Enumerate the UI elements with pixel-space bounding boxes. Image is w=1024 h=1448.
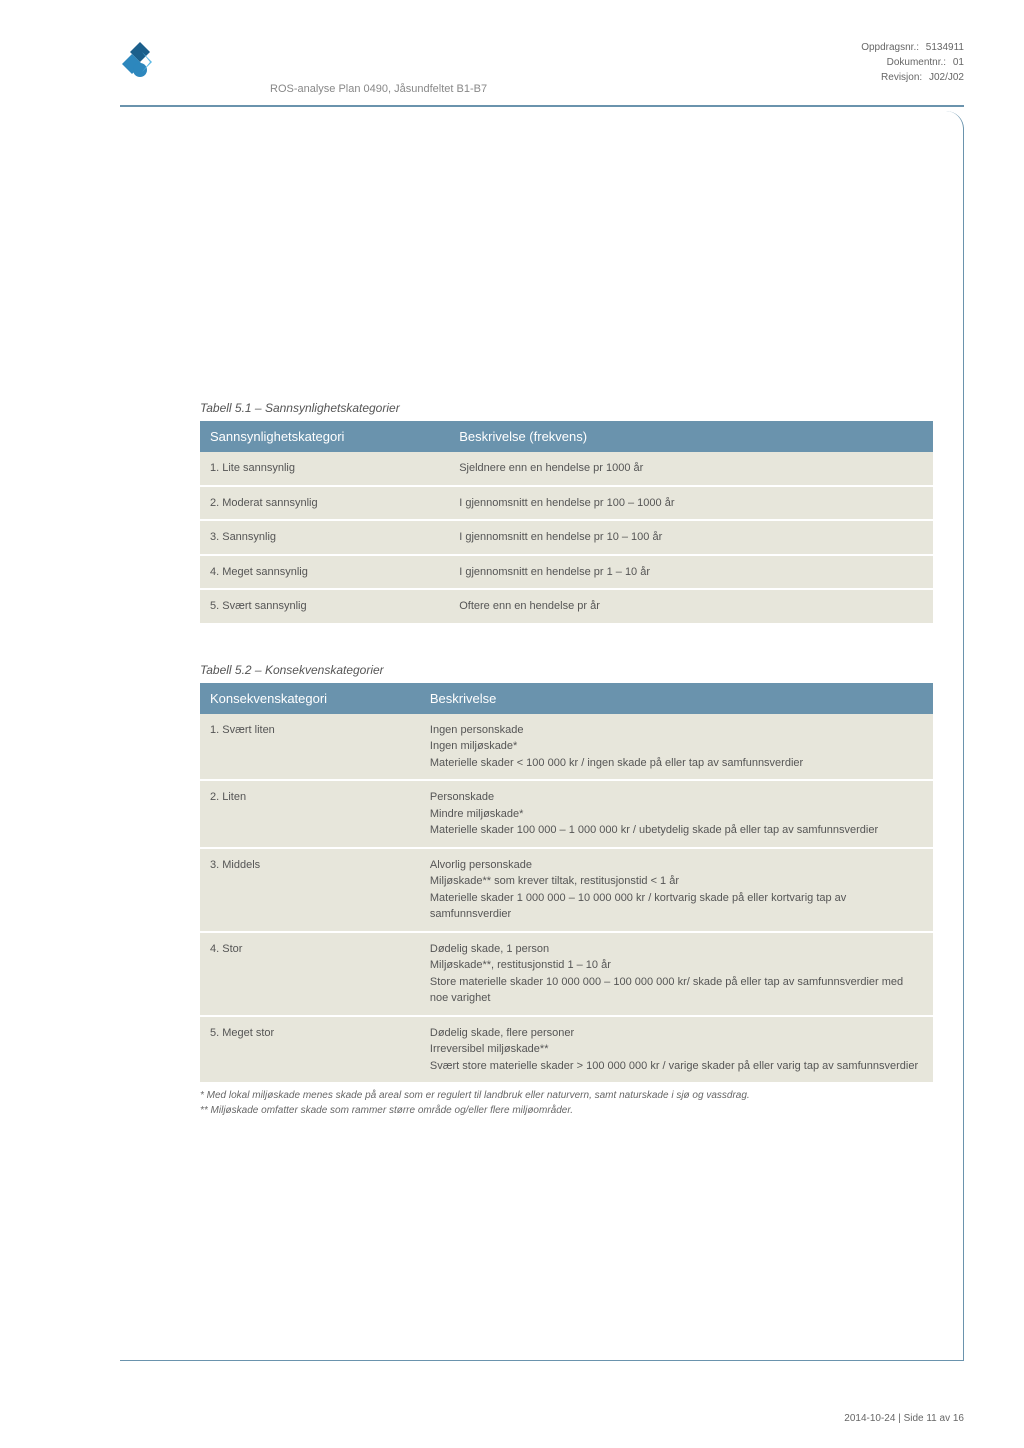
dokumentnr-label: Dokumentnr.: — [887, 57, 946, 68]
dokumentnr-value: 01 — [953, 57, 964, 68]
table-row: 2. LitenPersonskadeMindre miljøskade*Mat… — [200, 780, 933, 848]
footnote-1: * Med lokal miljøskade menes skade på ar… — [200, 1088, 933, 1103]
header-meta: Oppdragsnr.: 5134911 Dokumentnr.: 01 Rev… — [861, 40, 964, 85]
table-cell: Ingen personskadeIngen miljøskade*Materi… — [420, 714, 933, 781]
table-row: 3. SannsynligI gjennomsnitt en hendelse … — [200, 520, 933, 555]
table-row: 5. Svært sannsynligOftere enn en hendels… — [200, 589, 933, 623]
table-cell: PersonskadeMindre miljøskade*Materielle … — [420, 780, 933, 848]
footnote-2: ** Miljøskade omfatter skade som rammer … — [200, 1103, 933, 1118]
table-cell: 5. Meget stor — [200, 1016, 420, 1083]
table-cell: 3. Middels — [200, 848, 420, 932]
table1-header-1: Beskrivelse (frekvens) — [449, 421, 933, 452]
table-row: 5. Meget storDødelig skade, flere person… — [200, 1016, 933, 1083]
table-cell: 2. Moderat sannsynlig — [200, 486, 449, 521]
oppdragsnr-value: 5134911 — [926, 42, 964, 53]
table-cell: 1. Svært liten — [200, 714, 420, 781]
document-subtitle: ROS-analyse Plan 0490, Jåsundfeltet B1-B… — [270, 83, 964, 95]
table-cell: I gjennomsnitt en hendelse pr 100 – 1000… — [449, 486, 933, 521]
table-cell: 3. Sannsynlig — [200, 520, 449, 555]
consequence-table: Konsekvenskategori Beskrivelse 1. Svært … — [200, 683, 933, 1083]
table2-title: Tabell 5.2 – Konsekvenskategorier — [200, 663, 933, 677]
document-page: Oppdragsnr.: 5134911 Dokumentnr.: 01 Rev… — [0, 0, 1024, 1448]
probability-table: Sannsynlighetskategori Beskrivelse (frek… — [200, 421, 933, 623]
table-cell: I gjennomsnitt en hendelse pr 1 – 10 år — [449, 555, 933, 590]
table-cell: Oftere enn en hendelse pr år — [449, 589, 933, 623]
table-cell: Alvorlig personskadeMiljøskade** som kre… — [420, 848, 933, 932]
table-row: 1. Svært litenIngen personskadeIngen mil… — [200, 714, 933, 781]
table-cell: 4. Stor — [200, 932, 420, 1016]
table-cell: 4. Meget sannsynlig — [200, 555, 449, 590]
table-cell: 5. Svært sannsynlig — [200, 589, 449, 623]
oppdragsnr-label: Oppdragsnr.: — [861, 42, 919, 53]
table-row: 4. Meget sannsynligI gjennomsnitt en hen… — [200, 555, 933, 590]
page-number: 2014-10-24 | Side 11 av 16 — [844, 1413, 964, 1424]
table-cell: 2. Liten — [200, 780, 420, 848]
revisjon-label: Revisjon: — [881, 72, 922, 83]
table-cell: Dødelig skade, 1 personMiljøskade**, res… — [420, 932, 933, 1016]
table-cell: I gjennomsnitt en hendelse pr 10 – 100 å… — [449, 520, 933, 555]
page-header: Oppdragsnr.: 5134911 Dokumentnr.: 01 Rev… — [120, 40, 964, 85]
content-frame: Tabell 5.1 – Sannsynlighetskategorier Sa… — [120, 111, 964, 1361]
footnotes: * Med lokal miljøskade menes skade på ar… — [200, 1088, 933, 1118]
revisjon-value: J02/J02 — [929, 72, 964, 83]
table2-header-1: Beskrivelse — [420, 683, 933, 714]
table-row: 1. Lite sannsynligSjeldnere enn en hende… — [200, 452, 933, 486]
table-row: 4. StorDødelig skade, 1 personMiljøskade… — [200, 932, 933, 1016]
table2-header-0: Konsekvenskategori — [200, 683, 420, 714]
table1-title: Tabell 5.1 – Sannsynlighetskategorier — [200, 401, 933, 415]
table-row: 2. Moderat sannsynligI gjennomsnitt en h… — [200, 486, 933, 521]
header-left — [120, 40, 160, 80]
company-logo-icon — [120, 40, 160, 80]
table-cell: Sjeldnere enn en hendelse pr 1000 år — [449, 452, 933, 486]
table1-header-0: Sannsynlighetskategori — [200, 421, 449, 452]
table-row: 3. MiddelsAlvorlig personskadeMiljøskade… — [200, 848, 933, 932]
table-cell: Dødelig skade, flere personerIrreversibe… — [420, 1016, 933, 1083]
header-divider — [120, 105, 964, 107]
table-cell: 1. Lite sannsynlig — [200, 452, 449, 486]
